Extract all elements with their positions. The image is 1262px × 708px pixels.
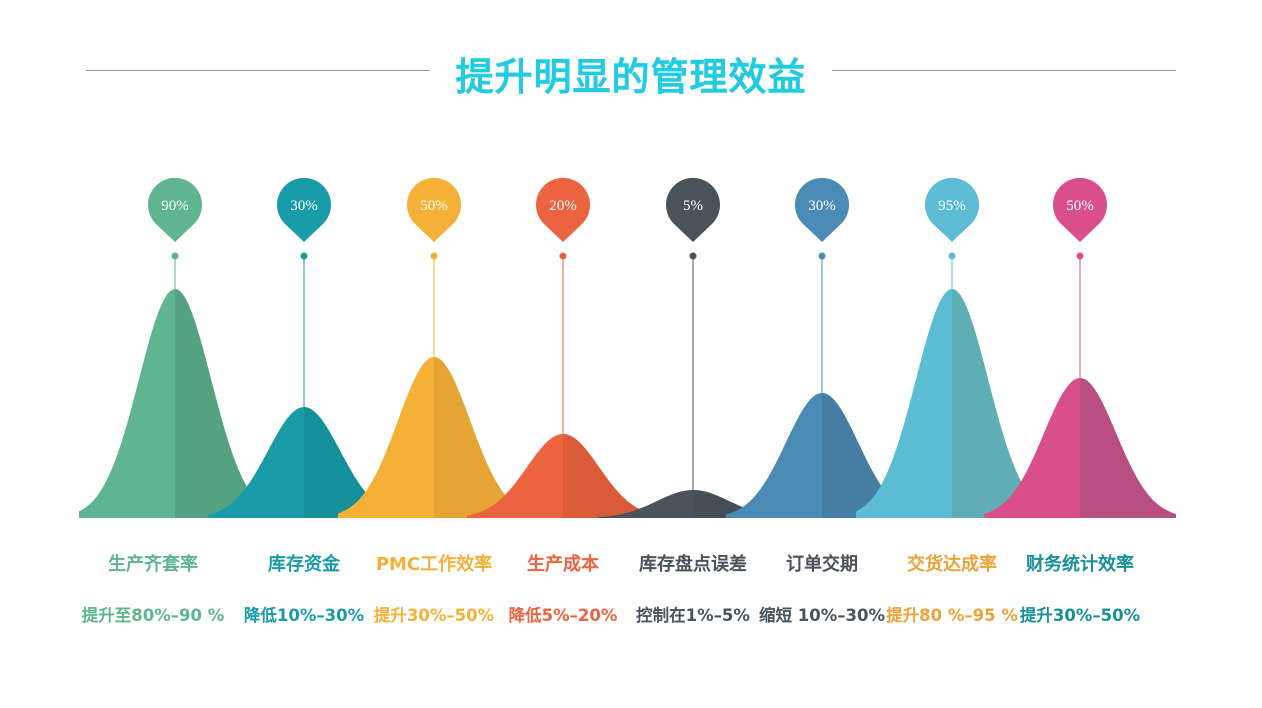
leader-dot	[948, 252, 956, 260]
leader-dot	[1076, 252, 1084, 260]
item-label: 财务统计效率	[1026, 554, 1134, 575]
bell-curve-shade	[952, 289, 1048, 518]
item-label: 生产齐套率	[108, 554, 198, 575]
bell-item	[208, 407, 400, 518]
item-range: 降低10%–30%	[243, 606, 365, 625]
leader-dot	[689, 252, 697, 260]
leader-dot	[559, 252, 567, 260]
leader-dot	[171, 252, 179, 260]
item-label: 库存资金	[268, 554, 340, 575]
item-range: 提升至80%–90 %	[81, 606, 225, 625]
bell-item	[338, 357, 530, 518]
item-label: 库存盘点误差	[639, 554, 747, 575]
item-range: 提升30%–50%	[373, 606, 495, 625]
pin-value: 30%	[290, 198, 318, 214]
item-range: 提升30%–50%	[1019, 606, 1141, 625]
item-range: 控制在1%–5%	[636, 606, 750, 625]
pin-value: 50%	[1066, 198, 1094, 214]
item-label: 交货达成率	[907, 554, 997, 575]
title-rule-right	[832, 70, 1176, 71]
bell-curve-shade	[563, 434, 659, 518]
pin-marker-icon	[795, 177, 849, 242]
pin-marker-icon	[925, 177, 979, 242]
leader-dot	[300, 252, 308, 260]
pin-value: 30%	[808, 198, 836, 214]
item-range: 降低5%–20%	[508, 606, 618, 625]
bell-curve-shade	[822, 393, 918, 518]
pin-marker-icon	[536, 177, 590, 242]
bell-curve-shade	[434, 357, 530, 518]
bell-item	[726, 393, 918, 518]
pin-marker-icon	[277, 177, 331, 242]
bell-item	[467, 434, 659, 518]
item-label: PMC工作效率	[375, 554, 493, 575]
bell-curve-shade	[693, 490, 789, 518]
pin-value: 95%	[938, 198, 966, 214]
pin-value: 20%	[549, 198, 577, 214]
pin-value: 5%	[683, 198, 703, 214]
pin-marker-icon	[148, 177, 203, 242]
item-label: 生产成本	[527, 554, 599, 575]
item-range: 缩短 10%–30%	[759, 606, 885, 625]
bell-curve-shade	[175, 289, 271, 518]
pin-marker-icon	[666, 177, 721, 242]
pin-marker-icon	[407, 177, 461, 242]
leader-dot	[818, 252, 826, 260]
leader-dot	[430, 252, 438, 260]
bell-item	[856, 289, 1048, 518]
pin-value: 50%	[420, 198, 448, 214]
pin-value: 90%	[161, 198, 189, 214]
pin-marker-icon	[1053, 177, 1107, 242]
item-range: 提升80 %–95 %	[886, 606, 1018, 625]
bell-curve-shade	[304, 407, 400, 518]
item-label: 订单交期	[786, 554, 858, 575]
bell-item	[984, 378, 1176, 518]
bell-curve-shade	[1080, 378, 1176, 518]
title-rule-left	[86, 70, 430, 71]
page-title: 提升明显的管理效益	[0, 46, 1262, 101]
bell-item	[79, 289, 271, 518]
